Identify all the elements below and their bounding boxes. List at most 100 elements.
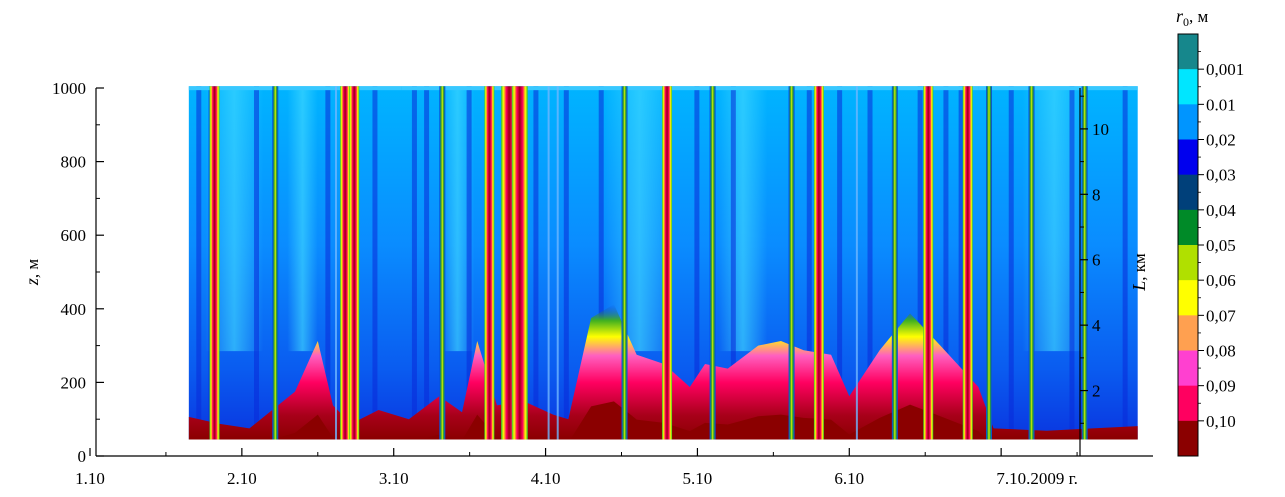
heatmap-striation (806, 86, 812, 440)
heatmap-striation (958, 86, 964, 440)
colorbar-segment (1178, 280, 1198, 316)
colorbar-segment (1178, 420, 1198, 457)
episode-top-edge (557, 86, 857, 91)
weak-band (788, 86, 795, 440)
colorbar-segment (1178, 209, 1198, 246)
x-tick-label: 5.10 (683, 469, 713, 488)
colorbar-tick-label: 0,06 (1206, 271, 1236, 290)
weak-band (891, 86, 898, 440)
weak-band (621, 86, 628, 440)
colorbar-tick-label: 0,09 (1206, 377, 1236, 396)
y2-axis-unit: , км (1130, 253, 1149, 281)
weak-turbulence-patch (287, 86, 318, 352)
weak-turbulence-patch (718, 86, 768, 352)
colorbar-segment (1178, 245, 1198, 281)
episode-top-edge (548, 86, 558, 91)
x-tick-label: 3.10 (379, 469, 409, 488)
colorbar-tick-label: 0,001 (1206, 60, 1244, 79)
weak-band (985, 86, 992, 440)
colorbar-tick-label: 0,08 (1206, 342, 1236, 361)
colorbar-segment (1178, 350, 1198, 387)
colorbar-tick-label: 0,10 (1206, 412, 1236, 431)
weak-band (1028, 86, 1035, 440)
colorbar-segment (1178, 104, 1198, 140)
heatmap-striation (837, 86, 843, 440)
y-axis-unit: , м (23, 259, 42, 279)
episode-top-edge (188, 86, 337, 91)
heatmap-striation (943, 86, 949, 440)
y2-axis-symbol: L (1129, 281, 1149, 292)
y-tick-label: 0 (78, 447, 87, 466)
episode-gap (335, 86, 338, 440)
heatmap-striation (196, 86, 202, 440)
y2-tick-label: 2 (1092, 382, 1101, 401)
weak-band (709, 86, 716, 440)
colorbar-title: r0, м (1176, 6, 1209, 29)
axes: 0 200 400 600 800 1000 z, м 1.10 2.10 3.10 4.10 5.1… (22, 79, 1153, 488)
y-tick-label: 200 (61, 373, 87, 392)
y-tick-label: 800 (61, 153, 87, 172)
turbulent-band (349, 86, 360, 440)
colorbar-segment (1178, 34, 1198, 70)
colorbar-title-symbol: r (1176, 6, 1184, 26)
colorbar-title-unit: , м (1189, 7, 1209, 26)
y-tick-label: 1000 (52, 79, 86, 98)
episode-gap (556, 86, 559, 440)
colorbar: 0,001 0.01 0,02 0,03 0,04 0,05 0,06 0,07 0,08 0,0… (1176, 6, 1244, 457)
y-axis-symbol: z (22, 278, 42, 286)
heatmap-striation (424, 86, 430, 440)
y2-tick-label: 8 (1092, 185, 1101, 204)
colorbar-segment (1178, 69, 1198, 105)
episode-gap (547, 86, 550, 440)
turbulent-band (340, 86, 351, 440)
y2-tick-label: 4 (1092, 316, 1101, 335)
turbulent-band (484, 86, 495, 440)
heatmap-striation (533, 86, 539, 440)
y-tick-label: 400 (61, 300, 87, 319)
heatmap-striation (917, 86, 923, 440)
turbulent-band (923, 86, 934, 440)
heatmap-striation (1069, 86, 1075, 440)
heatmap-striation (466, 86, 472, 440)
colorbar-tick-label: 0.01 (1206, 95, 1236, 114)
colorbar-segment (1178, 174, 1198, 211)
turbulent-band (962, 86, 973, 440)
colorbar-tick-label: 0,02 (1206, 131, 1236, 150)
x-tick-label: 2.10 (227, 469, 257, 488)
turbulent-band (209, 86, 220, 440)
turbulent-band (813, 86, 824, 440)
turbulent-band (511, 86, 528, 440)
colorbar-segment (1178, 315, 1198, 351)
y2-axis-title: L, км (1129, 253, 1149, 292)
colorbar-segment (1178, 385, 1198, 422)
heatmap-striation (563, 86, 569, 440)
x-tick-label: 7.10.2009 г. (996, 469, 1078, 488)
heatmap-field (188, 86, 1138, 440)
episode-top-edge (978, 86, 1138, 91)
y-axis-title: z, м (22, 259, 42, 287)
heatmap-striation (867, 86, 873, 440)
episode-top-edge (336, 86, 402, 91)
x-tick-label: 4.10 (531, 469, 561, 488)
weak-band (1081, 86, 1088, 440)
surface-core (188, 401, 1138, 440)
heatmap-striation (598, 86, 604, 440)
heatmap-striation (372, 86, 378, 440)
episode-gap (855, 86, 858, 440)
x-tick-label: 1.10 (75, 469, 105, 488)
x-tick-label: 6.10 (834, 469, 864, 488)
y-tick-label: 600 (61, 226, 87, 245)
y2-tick-label: 6 (1092, 251, 1101, 270)
heatmap-striation (694, 86, 700, 440)
weak-band (439, 86, 446, 440)
y2-tick-label: 10 (1092, 120, 1109, 139)
colorbar-tick-label: 0,03 (1206, 166, 1236, 185)
heatmap-striation (730, 86, 736, 440)
weak-band (272, 86, 279, 440)
colorbar-tick-label: 0,05 (1206, 236, 1236, 255)
episode-top-edge (856, 86, 979, 91)
heatmap-striation (1008, 86, 1014, 440)
episode-top-edge (401, 86, 549, 91)
